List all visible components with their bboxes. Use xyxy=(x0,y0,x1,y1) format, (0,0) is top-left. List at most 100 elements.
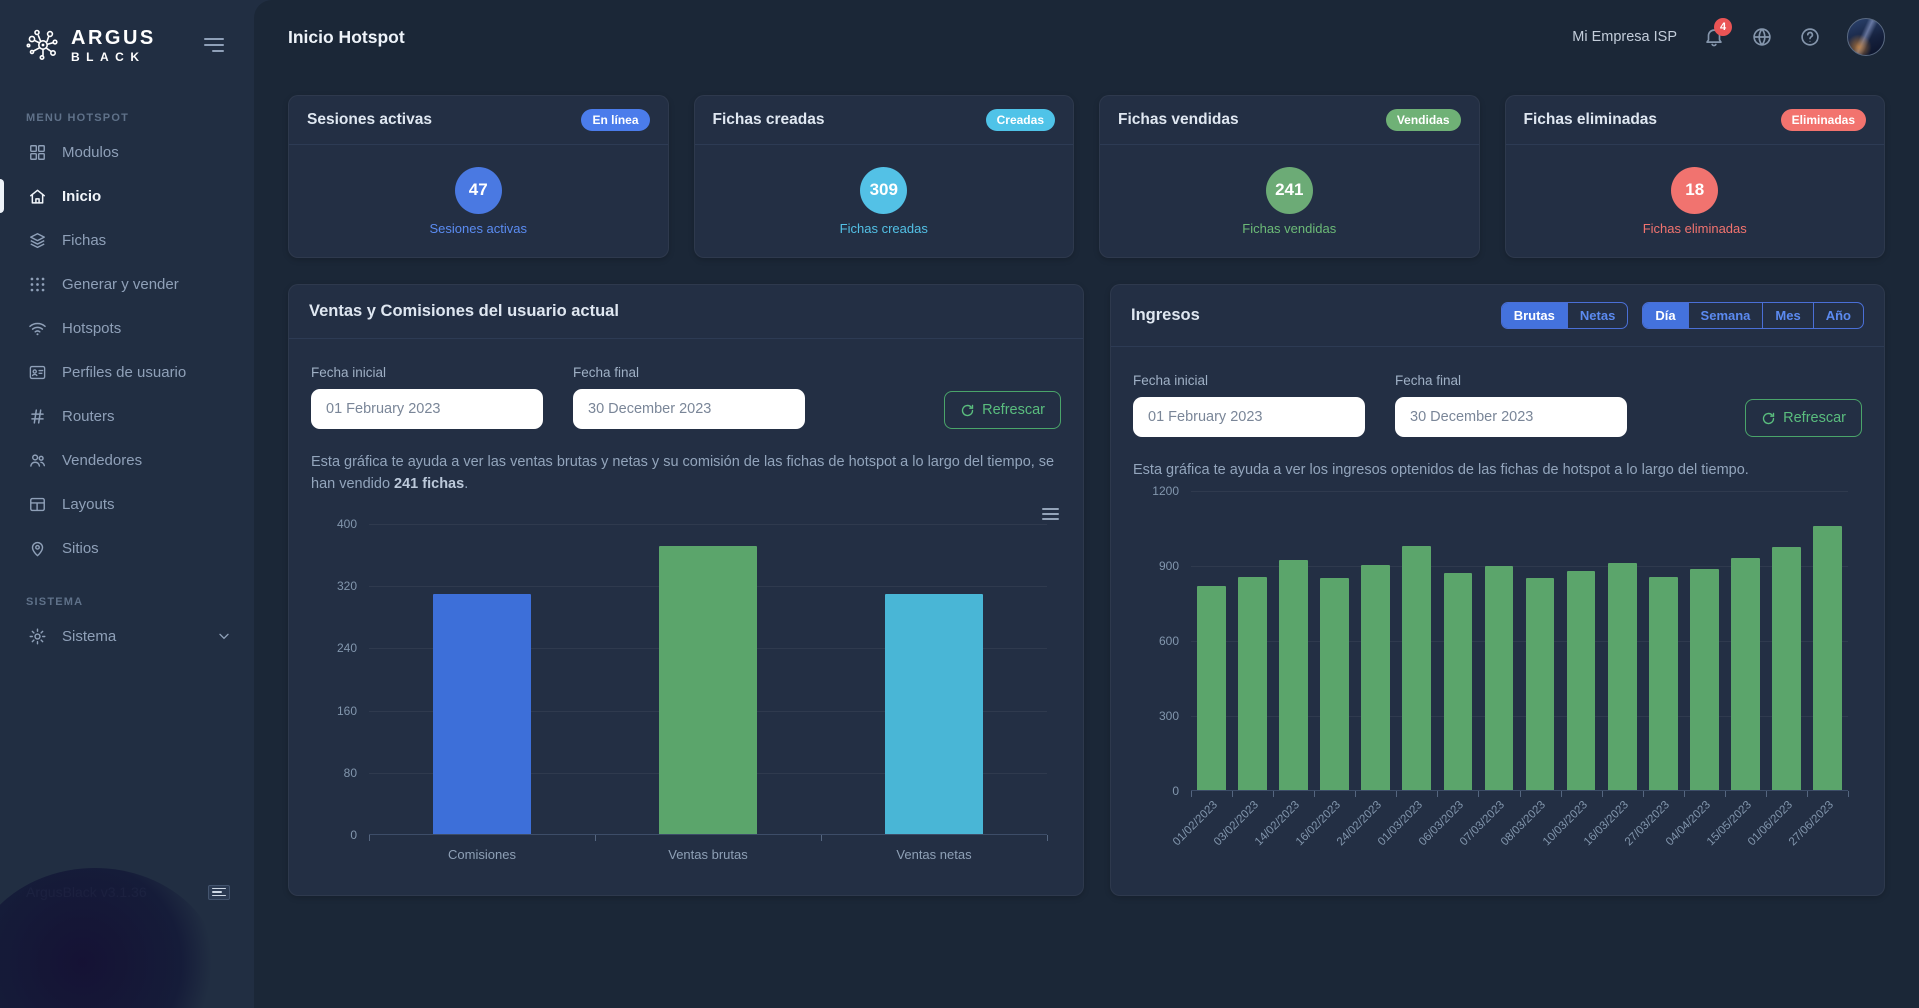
bar-06-03-2023 xyxy=(1443,572,1473,791)
sidebar-nav: Modulos Inicio Fichas Generar y vender Hotsp… xyxy=(0,130,254,570)
sidebar-item-modulos[interactable]: Modulos xyxy=(0,130,254,174)
status-badge: En línea xyxy=(581,109,650,131)
toggle-group-periodo: Día Semana Mes Año xyxy=(1642,302,1864,329)
stat-card-title: Fichas eliminadas xyxy=(1523,111,1658,128)
date-to-input[interactable] xyxy=(573,389,805,429)
refresh-icon xyxy=(1763,412,1775,424)
panels-row: Ventas y Comisiones del usuario actual F… xyxy=(254,258,1919,896)
argus-logo-icon xyxy=(24,26,62,64)
date-from-input[interactable] xyxy=(311,389,543,429)
stat-card-title: Sesiones activas xyxy=(307,111,432,128)
refresh-button[interactable]: Refrescar xyxy=(1745,399,1862,437)
id-card-icon xyxy=(27,362,47,382)
date-to-input[interactable] xyxy=(1395,397,1627,437)
sidebar-item-generar-y-vender[interactable]: Generar y vender xyxy=(0,262,254,306)
notification-badge: 4 xyxy=(1714,18,1732,36)
stat-cards-row: Sesiones activas En línea 47 Sesiones activ… xyxy=(254,74,1919,258)
y-axis-tick-label: 400 xyxy=(336,516,357,531)
chevron-down-icon xyxy=(216,628,232,644)
home-icon xyxy=(27,186,47,206)
company-name: Mi Empresa ISP xyxy=(1572,29,1677,45)
wifi-icon xyxy=(27,318,47,338)
toggle-group-brutas-netas: Brutas Netas xyxy=(1500,302,1629,329)
date-from-label: Fecha inicial xyxy=(1133,373,1209,388)
y-axis-tick-label: 1200 xyxy=(1152,484,1179,499)
y-axis-tick-label: 80 xyxy=(343,765,357,780)
chart-menu-icon[interactable] xyxy=(1040,506,1061,522)
bar-27-06-2023 xyxy=(1813,526,1842,791)
toggle-brutas[interactable]: Brutas xyxy=(1501,303,1567,328)
grid-icon xyxy=(27,142,47,162)
date-to-label: Fecha final xyxy=(1395,373,1462,388)
toggle-netas[interactable]: Netas xyxy=(1566,303,1627,328)
toggle-día[interactable]: Día xyxy=(1643,303,1688,328)
brand-line2: BLACK xyxy=(71,49,146,64)
gear-icon xyxy=(27,626,47,646)
bar-15-05-2023 xyxy=(1730,557,1760,791)
y-axis-tick-label: 160 xyxy=(336,703,357,718)
stat-value: 309 xyxy=(860,166,908,214)
sidebar-item-sistema[interactable]: Sistema xyxy=(0,614,254,658)
stat-label: Fichas vendidas xyxy=(1242,220,1337,236)
stat-card-fichas-vendidas: Fichas vendidas Vendidas 241 Fichas vendida… xyxy=(1099,95,1480,258)
bar-comisiones xyxy=(433,593,531,835)
sidebar-item-sitios[interactable]: Sitios xyxy=(0,526,254,570)
toggle-mes[interactable]: Mes xyxy=(1762,303,1812,328)
sidebar-item-layouts[interactable]: Layouts xyxy=(0,482,254,526)
gridline xyxy=(1191,716,1848,718)
sidebar-item-perfiles-de-usuario[interactable]: Perfiles de usuario xyxy=(0,350,254,394)
language-flag-icon[interactable] xyxy=(208,884,230,900)
x-axis xyxy=(1191,790,1849,797)
help-icon[interactable] xyxy=(1799,26,1821,48)
sidebar-item-vendedores[interactable]: Vendedores xyxy=(0,438,254,482)
toggle-semana[interactable]: Semana xyxy=(1687,303,1763,328)
app-version: ArgusBlack v3.1.36 xyxy=(26,884,147,900)
y-axis-tick-label: 240 xyxy=(336,641,357,656)
bar-04-04-2023 xyxy=(1689,568,1719,791)
ingresos-toggles: Brutas Netas Día Semana Mes Año xyxy=(1500,302,1864,329)
bar-08-03-2023 xyxy=(1525,578,1555,791)
sidebar-item-label: Inicio xyxy=(62,187,102,205)
bar-07-03-2023 xyxy=(1484,566,1514,791)
toggle-año[interactable]: Año xyxy=(1812,303,1863,328)
stat-value: 18 xyxy=(1671,166,1719,214)
x-axis-label: Ventas netas xyxy=(896,847,972,862)
users-icon xyxy=(27,450,47,470)
main-content: Inicio Hotspot Mi Empresa ISP 4 Sesiones… xyxy=(254,0,1919,1008)
brand-line1: ARGUS xyxy=(71,26,156,49)
layers-icon xyxy=(27,230,47,250)
stat-card-title: Fichas vendidas xyxy=(1118,111,1239,128)
stat-card-title: Fichas creadas xyxy=(712,111,825,128)
sidebar-item-label: Generar y vender xyxy=(62,275,179,293)
hash-icon xyxy=(27,406,47,426)
sidebar-item-routers[interactable]: Routers xyxy=(0,394,254,438)
x-axis-label: Comisiones xyxy=(448,847,516,862)
bar-ventas-netas xyxy=(885,593,983,835)
ingresos-panel: Ingresos Brutas Netas Día Semana Mes Año Fech… xyxy=(1110,284,1885,896)
map-pin-icon xyxy=(27,538,47,558)
y-axis-tick-label: 600 xyxy=(1158,634,1179,649)
status-badge: Creadas xyxy=(985,109,1055,131)
refresh-button[interactable]: Refrescar xyxy=(944,391,1061,429)
user-avatar[interactable] xyxy=(1847,18,1885,56)
notifications-bell-icon[interactable]: 4 xyxy=(1703,18,1732,48)
ingresos-panel-title: Ingresos xyxy=(1131,306,1200,324)
stat-value: 47 xyxy=(454,166,502,214)
globe-icon[interactable] xyxy=(1751,26,1773,48)
date-from-input[interactable] xyxy=(1133,397,1365,437)
sidebar-item-fichas[interactable]: Fichas xyxy=(0,218,254,262)
y-axis-tick-label: 0 xyxy=(350,828,357,842)
sidebar-item-hotspots[interactable]: Hotspots xyxy=(0,306,254,350)
stat-label: Fichas eliminadas xyxy=(1642,220,1747,236)
sidebar-item-inicio[interactable]: Inicio xyxy=(0,174,254,218)
stat-label: Sesiones activas xyxy=(429,220,528,236)
sales-panel-title: Ventas y Comisiones del usuario actual xyxy=(309,302,619,320)
sidebar-item-label: Sistema xyxy=(62,627,117,645)
topbar: Inicio Hotspot Mi Empresa ISP 4 xyxy=(254,0,1919,74)
bar-01-06-2023 xyxy=(1772,546,1801,791)
sidebar-item-label: Sitios xyxy=(62,539,99,557)
sidebar-toggle-button[interactable] xyxy=(200,34,228,56)
x-axis-label: Ventas brutas xyxy=(668,847,748,862)
gridline xyxy=(1191,566,1848,568)
sidebar-item-label: Routers xyxy=(62,407,115,425)
